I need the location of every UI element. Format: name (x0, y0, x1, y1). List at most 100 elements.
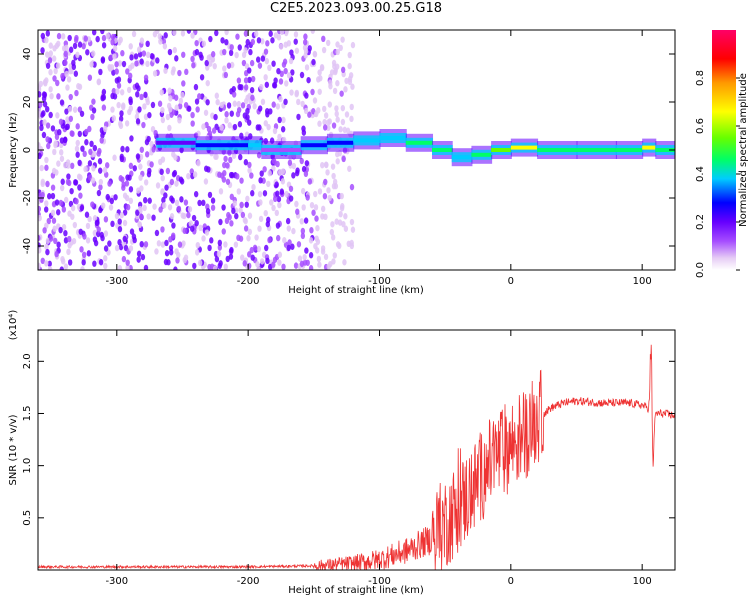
noise-point (119, 155, 125, 163)
noise-point (250, 94, 255, 101)
noise-point (94, 219, 100, 227)
noise-point (59, 155, 65, 162)
noise-point (65, 84, 70, 91)
noise-point (54, 199, 60, 206)
noise-point (311, 58, 316, 66)
noise-point (118, 120, 123, 128)
noise-point (211, 127, 217, 134)
noise-point (242, 216, 248, 224)
spectrogram-x-label: Height of straight line (km) (288, 285, 424, 296)
noise-point (58, 226, 63, 234)
noise-point (41, 131, 47, 139)
noise-point (221, 228, 226, 235)
noise-point (291, 162, 297, 170)
noise-point (174, 180, 179, 187)
noise-point (55, 112, 60, 119)
figure-title: C2E5.2023.093.00.25.G18 (269, 1, 443, 16)
noise-point (293, 31, 299, 38)
noise-point (160, 174, 165, 182)
noise-point (198, 224, 203, 232)
noise-point (117, 225, 123, 233)
noise-point (59, 184, 65, 192)
noise-point (314, 235, 319, 242)
noise-point (77, 41, 83, 48)
noise-point (245, 195, 250, 202)
noise-point (125, 68, 130, 75)
noise-point (129, 135, 134, 142)
noise-point (222, 161, 227, 169)
noise-point (48, 111, 53, 119)
noise-point (47, 266, 53, 270)
noise-point (250, 190, 255, 197)
noise-point (129, 228, 135, 235)
noise-point (84, 211, 90, 218)
noise-point (138, 205, 143, 213)
noise-point (341, 155, 346, 163)
noise-point (128, 72, 133, 80)
noise-point (110, 92, 115, 100)
y-tick-label: 1.5 (22, 406, 33, 422)
noise-point (316, 255, 322, 263)
noise-point (283, 67, 288, 75)
noise-point (46, 217, 51, 225)
noise-point (226, 62, 232, 69)
noise-point (257, 190, 263, 198)
noise-point (335, 80, 340, 87)
noise-point (138, 213, 144, 220)
noise-point (255, 56, 261, 63)
noise-point (45, 30, 50, 37)
noise-point (313, 204, 319, 211)
noise-point (224, 111, 229, 118)
noise-point (145, 40, 150, 48)
noise-point (288, 57, 294, 65)
noise-point (89, 140, 94, 148)
noise-point (47, 57, 53, 64)
noise-point (264, 244, 269, 252)
noise-point (255, 124, 260, 131)
noise-point (225, 162, 230, 169)
noise-point (197, 199, 202, 207)
noise-point (222, 65, 227, 72)
noise-point (100, 57, 106, 64)
noise-point (152, 203, 157, 210)
noise-point (304, 64, 310, 71)
noise-point (252, 244, 258, 251)
noise-point (221, 176, 227, 183)
noise-point (214, 255, 220, 263)
noise-point (323, 124, 328, 131)
noise-point (216, 250, 222, 258)
noise-point (304, 247, 309, 254)
noise-point (271, 261, 276, 268)
noise-point (165, 167, 171, 175)
noise-point (335, 158, 340, 165)
noise-point (288, 195, 294, 202)
noise-point (320, 161, 325, 169)
noise-point (258, 215, 264, 223)
noise-point (101, 42, 107, 49)
noise-point (295, 167, 300, 174)
noise-point (101, 34, 107, 42)
noise-point (176, 205, 182, 212)
noise-point (74, 89, 79, 97)
noise-point (300, 100, 305, 108)
noise-point (61, 206, 67, 213)
noise-point (142, 103, 147, 110)
noise-point (329, 69, 335, 76)
noise-point (44, 243, 49, 251)
noise-point (81, 251, 87, 259)
y-tick-label: 0.5 (22, 510, 33, 526)
noise-point (100, 30, 105, 35)
noise-point (275, 190, 280, 197)
noise-point (299, 260, 305, 268)
noise-point (320, 245, 326, 252)
noise-point (313, 242, 318, 250)
noise-point (217, 239, 223, 247)
noise-point (59, 266, 64, 270)
noise-point (236, 188, 241, 195)
noise-point (280, 178, 286, 185)
noise-point (335, 48, 340, 56)
noise-point (139, 93, 144, 101)
noise-point (174, 55, 179, 62)
noise-point (126, 86, 132, 94)
